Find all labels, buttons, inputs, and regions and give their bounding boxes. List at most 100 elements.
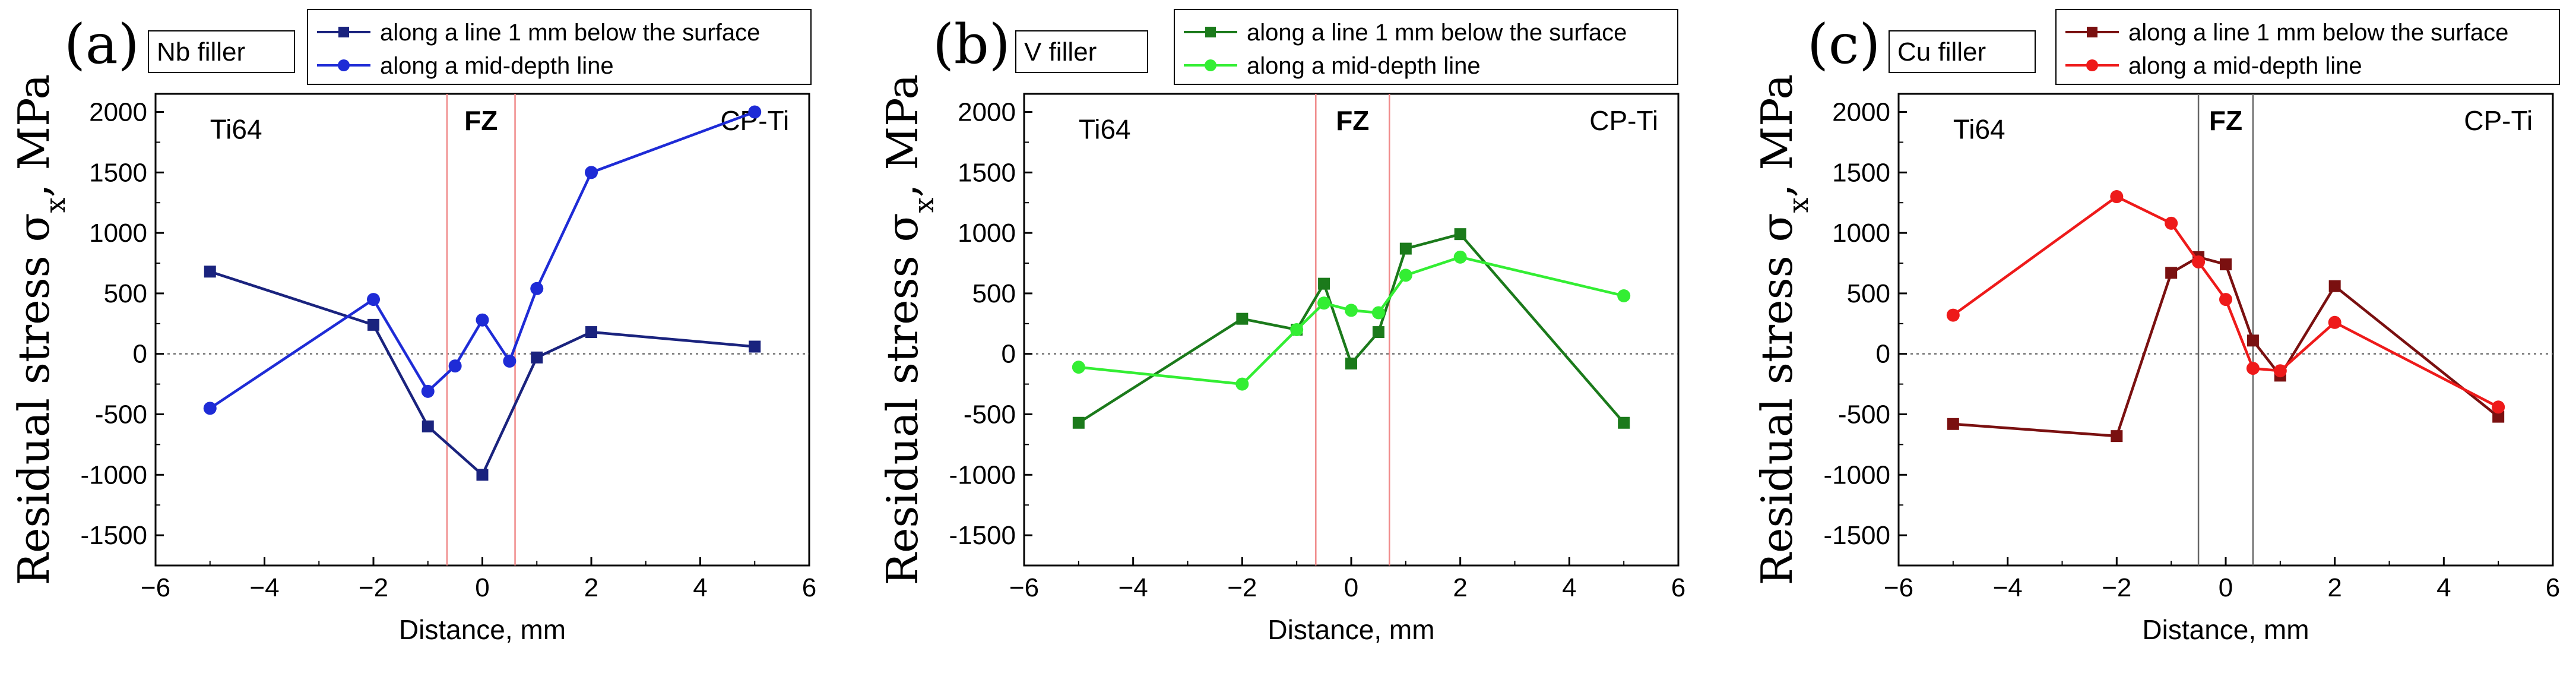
filler-label: V filler [1024,37,1097,67]
y-tick-label: 1500 [89,158,147,187]
legend-entry-label: along a mid-depth line [1247,53,1481,79]
y-tick-label: 1500 [1832,158,1890,187]
plot-frame [1023,93,1680,567]
data-point-circle [2110,190,2124,204]
x-tick-label: −6 [1884,573,1913,602]
y-tick-label: 0 [1002,340,1016,369]
data-series-below-surface [1072,228,1630,429]
y-tick-label: 1000 [958,219,1016,248]
filler-label-box [148,30,295,73]
x-tick-label: 0 [475,573,489,602]
data-point-circle [2165,216,2178,230]
data-point-square [2165,267,2178,279]
data-point-circle [448,359,462,373]
x-tick-label: 4 [1562,573,1576,602]
data-point-square [749,340,761,353]
data-point-circle [1235,377,1249,391]
x-tick-label: 4 [693,573,707,602]
x-tick-label: −2 [1227,573,1257,602]
y-tick-label: -1000 [949,460,1016,489]
data-point-circle [1290,323,1304,336]
legend-box [2055,9,2560,85]
legend-box [1174,9,1678,85]
data-point-circle [503,354,517,368]
data-point-square [1318,277,1330,290]
data-point-square [476,469,489,481]
legend-square-marker [338,27,349,37]
x-tick-label: 6 [1671,573,1685,602]
y-tick-label: -500 [1838,400,1890,429]
series-line [210,270,755,476]
series-line [1953,255,2499,438]
fz-label: FZ [1336,105,1369,136]
y-tick-label: -1000 [1823,460,1890,489]
data-point-square [585,326,597,339]
y-tick-label: 1000 [1832,219,1890,248]
data-point-circle [2328,315,2341,329]
x-axis-title: Distance, mm [2142,614,2309,645]
fz-label: FZ [2209,105,2242,136]
data-point-circle [2492,400,2505,414]
y-tick-label: -1000 [80,460,147,489]
x-tick-label: 2 [2327,573,2341,602]
y-tick-label: 0 [133,340,147,369]
y-axis-title-subscript: x [39,197,71,213]
y-tick-label: 0 [1876,340,1890,369]
plot-frame [1897,93,2554,567]
x-axis-title: Distance, mm [399,614,566,645]
y-tick-label: 1500 [958,158,1016,187]
data-point-circle [585,166,598,179]
panel-letter: (a) [64,12,140,76]
y-tick-label: 500 [972,279,1016,308]
data-series-mid-depth [203,105,762,415]
x-tick-label: −6 [141,573,170,602]
legend-entry-label: along a line 1 mm below the surface [2128,20,2508,46]
x-axis-title: Distance, mm [1268,614,1434,645]
x-tick-label: 6 [802,573,816,602]
data-point-circle [1072,361,1085,374]
y-tick-label: -1500 [80,521,147,550]
legend-entry-label: along a mid-depth line [2128,53,2362,79]
legend: along a line 1 mm below the surface along… [2055,9,2560,85]
y-tick-label: -500 [964,400,1016,429]
y-axis-title: Residual stress σx, MPa [1752,74,1814,586]
y-tick-label: 500 [104,279,147,308]
y-tick-label: -500 [95,400,147,429]
data-point-square [2111,430,2123,443]
data-point-square [1345,358,1357,370]
data-point-circle [2192,255,2206,268]
legend-entry-label: along a line 1 mm below the surface [380,20,760,46]
data-point-circle [367,293,380,307]
data-point-circle [1317,296,1331,310]
x-tick-label: −4 [1119,573,1148,602]
series-line [1078,232,1625,424]
y-tick-label: 1000 [89,219,147,248]
data-point-circle [2273,364,2287,378]
data-point-square [1618,416,1630,429]
x-tick-label: 0 [2219,573,2233,602]
data-point-square [1399,242,1412,255]
legend-entry-label: along a line 1 mm below the surface [1247,20,1627,46]
legend-circle-marker [2086,59,2098,71]
data-series-below-surface [1947,251,2505,443]
x-tick-label: 0 [1344,573,1358,602]
data-point-circle [1345,304,1358,317]
region-label-left: Ti64 [1079,113,1131,144]
data-point-circle [1617,289,1631,302]
x-tick-label: 2 [584,573,598,602]
filler-label: Nb filler [157,37,245,67]
data-point-circle [2219,293,2232,307]
chart-panel-c: −6 −4 −2 0 2 4 6 -1500 -1000 -500 0 500 1000 1500 2000… [1752,9,2560,645]
data-point-square [422,420,434,432]
legend: along a line 1 mm below the surface along… [1174,9,1678,85]
x-tick-label: 2 [1453,573,1467,602]
data-point-square [531,351,543,364]
legend-entry-label: along a mid-depth line [380,53,614,79]
legend-square-marker [2087,27,2097,37]
data-point-square [1947,418,1959,430]
y-axis-title-unit: , MPa [9,74,59,198]
data-point-circle [1453,250,1467,264]
data-point-square [1072,416,1085,429]
data-point-circle [421,384,435,398]
